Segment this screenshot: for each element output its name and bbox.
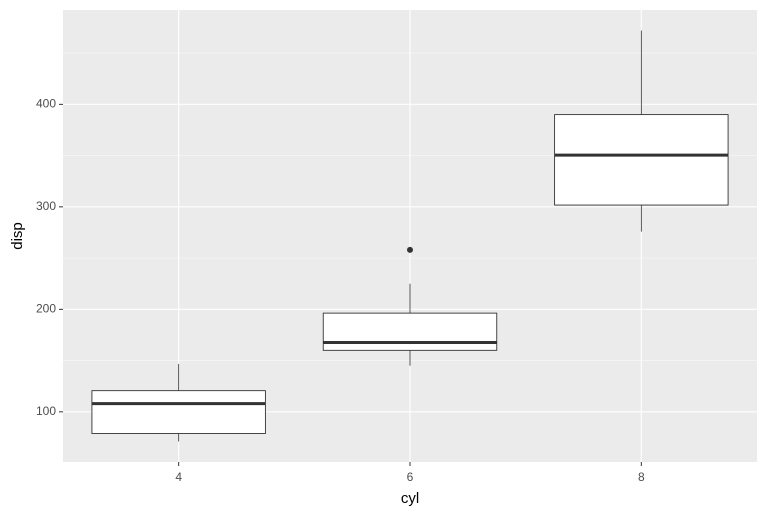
outlier [407, 246, 413, 253]
y-tick-label: 200 [36, 302, 56, 316]
y-tick-label: 400 [36, 97, 56, 111]
x-tick-label: 8 [638, 470, 645, 484]
box [322, 312, 498, 351]
box [91, 390, 266, 434]
x-axis-title: cyl [401, 490, 419, 507]
y-axis-title: disp [9, 222, 26, 250]
y-tick-label: 300 [36, 199, 56, 213]
box [554, 114, 729, 206]
x-tick-label: 4 [175, 470, 182, 484]
y-tick-label: 100 [36, 404, 56, 418]
x-tick-label: 6 [407, 470, 414, 484]
